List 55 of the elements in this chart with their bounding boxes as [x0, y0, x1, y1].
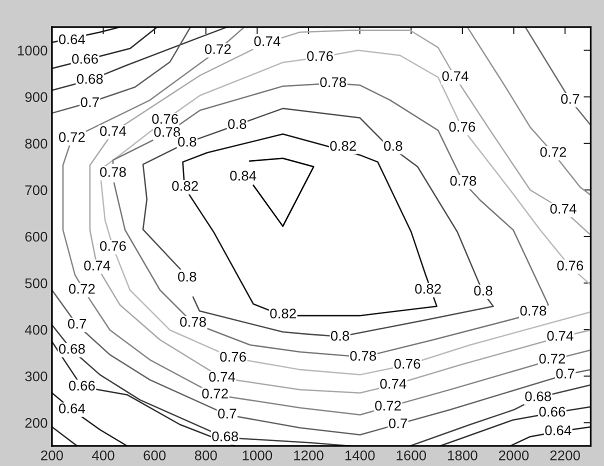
annotation: 0.8	[178, 272, 196, 282]
line-series	[409, 384, 591, 446]
annotation: 0.76	[449, 122, 476, 132]
annotation: 0.78	[100, 167, 126, 177]
y-tick-label: 900	[25, 92, 48, 102]
x-tick-label: 800	[194, 450, 217, 460]
annotation: 0.7	[80, 97, 99, 108]
annotation: 0.72	[68, 284, 95, 294]
x-tick-label: 1600	[396, 450, 426, 460]
line-series	[439, 406, 591, 446]
line-series	[52, 27, 158, 70]
x-tick-label: 200	[41, 450, 63, 460]
y-tick-label: 500	[25, 278, 48, 288]
y-tick-label: 1000	[18, 46, 48, 56]
y-tick-label: 800	[25, 138, 48, 149]
annotation: 0.74	[550, 204, 576, 214]
line-series	[52, 27, 192, 114]
x-tick-label: 1200	[294, 450, 324, 460]
annotation: 0.72	[204, 44, 231, 54]
annotation: 0.72	[58, 132, 85, 142]
annotation: 0.72	[375, 400, 401, 411]
annotation: 0.8	[228, 119, 246, 129]
annotation: 0.76	[100, 241, 126, 251]
annotation: 0.82	[415, 284, 441, 294]
line-series	[52, 392, 128, 446]
x-tick-label: 1800	[448, 450, 478, 460]
x-tick-label: 2200	[550, 450, 580, 460]
x-tick-label: 2000	[498, 450, 529, 460]
y-tick-label: 700	[25, 185, 48, 196]
x-tick-label: 400	[92, 450, 114, 460]
y-tick-label: 600	[25, 232, 48, 242]
annotation: 0.64	[58, 34, 86, 44]
annotation: 0.8	[178, 136, 196, 147]
annotation: 0.64	[58, 404, 86, 414]
y-tick-label: 400	[24, 324, 48, 335]
annotation: 0.7	[388, 418, 407, 428]
annotation: 0.76	[557, 260, 584, 270]
annotation: 0.8	[384, 141, 402, 151]
x-tick-label: 600	[144, 450, 166, 460]
annotation: 0.74	[100, 126, 126, 136]
annotation: 0.66	[68, 380, 95, 391]
annotation: 0.74	[84, 260, 110, 270]
annotation: 0.82	[330, 141, 356, 151]
y-tick-label: 200	[25, 418, 48, 428]
annotation: 0.82	[172, 181, 198, 191]
annotation: 0.72	[540, 147, 566, 157]
annotation: 0.78	[520, 306, 546, 316]
x-tick-label: 1000	[242, 450, 272, 460]
x-tick-label: 1400	[345, 450, 375, 460]
y-tick-label: 300	[25, 371, 48, 382]
annotation: 0.8	[330, 330, 350, 341]
annotation: 0.74	[442, 71, 468, 82]
annotation: 0.7	[68, 318, 86, 329]
annotation: 0.84	[230, 170, 256, 181]
annotation: 0.78	[450, 176, 476, 186]
